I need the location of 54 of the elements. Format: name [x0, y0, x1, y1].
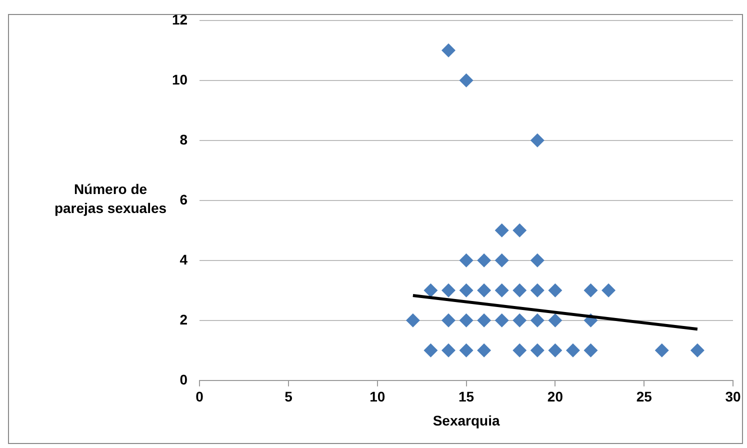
point — [584, 283, 598, 298]
point — [477, 313, 492, 328]
y-axis-title: Número de parejas sexuales — [53, 180, 168, 218]
point — [494, 313, 509, 328]
y-tick-label: 12 — [172, 11, 188, 28]
y-tick-label: 10 — [172, 71, 188, 88]
point — [530, 133, 544, 148]
point — [477, 283, 492, 298]
point — [512, 313, 527, 328]
point — [406, 313, 420, 328]
point — [494, 283, 509, 298]
x-tick-label: 5 — [284, 388, 293, 405]
point — [530, 283, 544, 298]
point — [548, 313, 562, 328]
point — [442, 313, 456, 328]
x-tick-label: 30 — [725, 388, 741, 405]
point — [477, 343, 492, 358]
point — [530, 343, 544, 358]
point — [584, 343, 598, 358]
x-tick-label: 20 — [547, 388, 564, 405]
x-tick-label: 0 — [196, 388, 204, 405]
point — [459, 73, 474, 88]
point — [566, 343, 580, 358]
point — [602, 283, 616, 298]
y-tick-label: 6 — [180, 191, 188, 208]
x-tick-label: 15 — [458, 388, 474, 405]
point — [477, 253, 492, 268]
point — [512, 283, 527, 298]
y-tick-label: 2 — [180, 311, 188, 328]
point — [424, 283, 438, 298]
point — [530, 253, 544, 268]
y-tick-label: 0 — [180, 371, 188, 388]
point — [654, 343, 669, 358]
point — [459, 313, 474, 328]
point — [459, 253, 474, 268]
point — [690, 343, 704, 358]
point — [530, 313, 544, 328]
point — [442, 283, 456, 298]
point — [459, 283, 474, 298]
point — [548, 283, 562, 298]
point — [548, 343, 562, 358]
point — [442, 343, 456, 358]
point — [442, 43, 456, 58]
point — [424, 343, 438, 358]
point — [512, 223, 527, 238]
x-tick-label: 25 — [636, 388, 652, 405]
point — [494, 223, 509, 238]
y-tick-label: 8 — [180, 131, 188, 148]
point — [512, 343, 527, 358]
x-axis-title: Sexarquia — [432, 412, 500, 428]
point — [494, 253, 509, 268]
point — [459, 343, 474, 358]
x-tick-label: 10 — [370, 388, 386, 405]
y-tick-label: 4 — [180, 251, 188, 268]
